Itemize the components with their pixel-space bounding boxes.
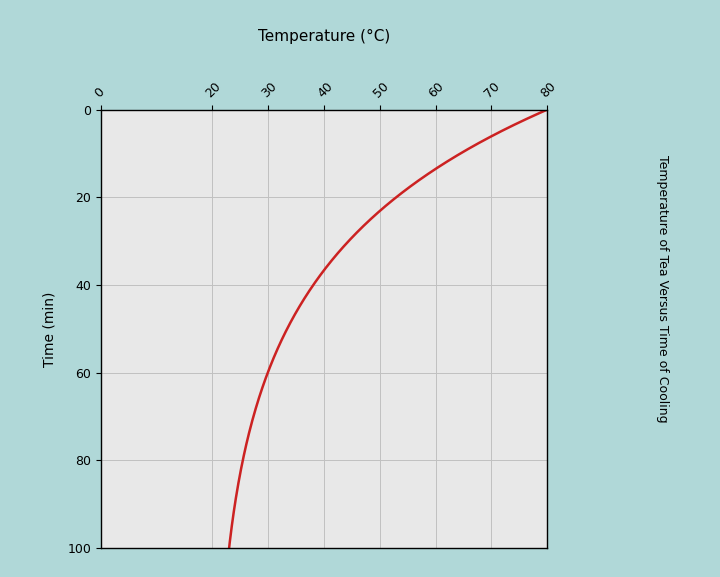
X-axis label: Temperature (°C): Temperature (°C) [258, 28, 390, 43]
Text: Temperature of Tea Versus Time of Cooling: Temperature of Tea Versus Time of Coolin… [656, 155, 669, 422]
Y-axis label: Time (min): Time (min) [42, 291, 56, 366]
